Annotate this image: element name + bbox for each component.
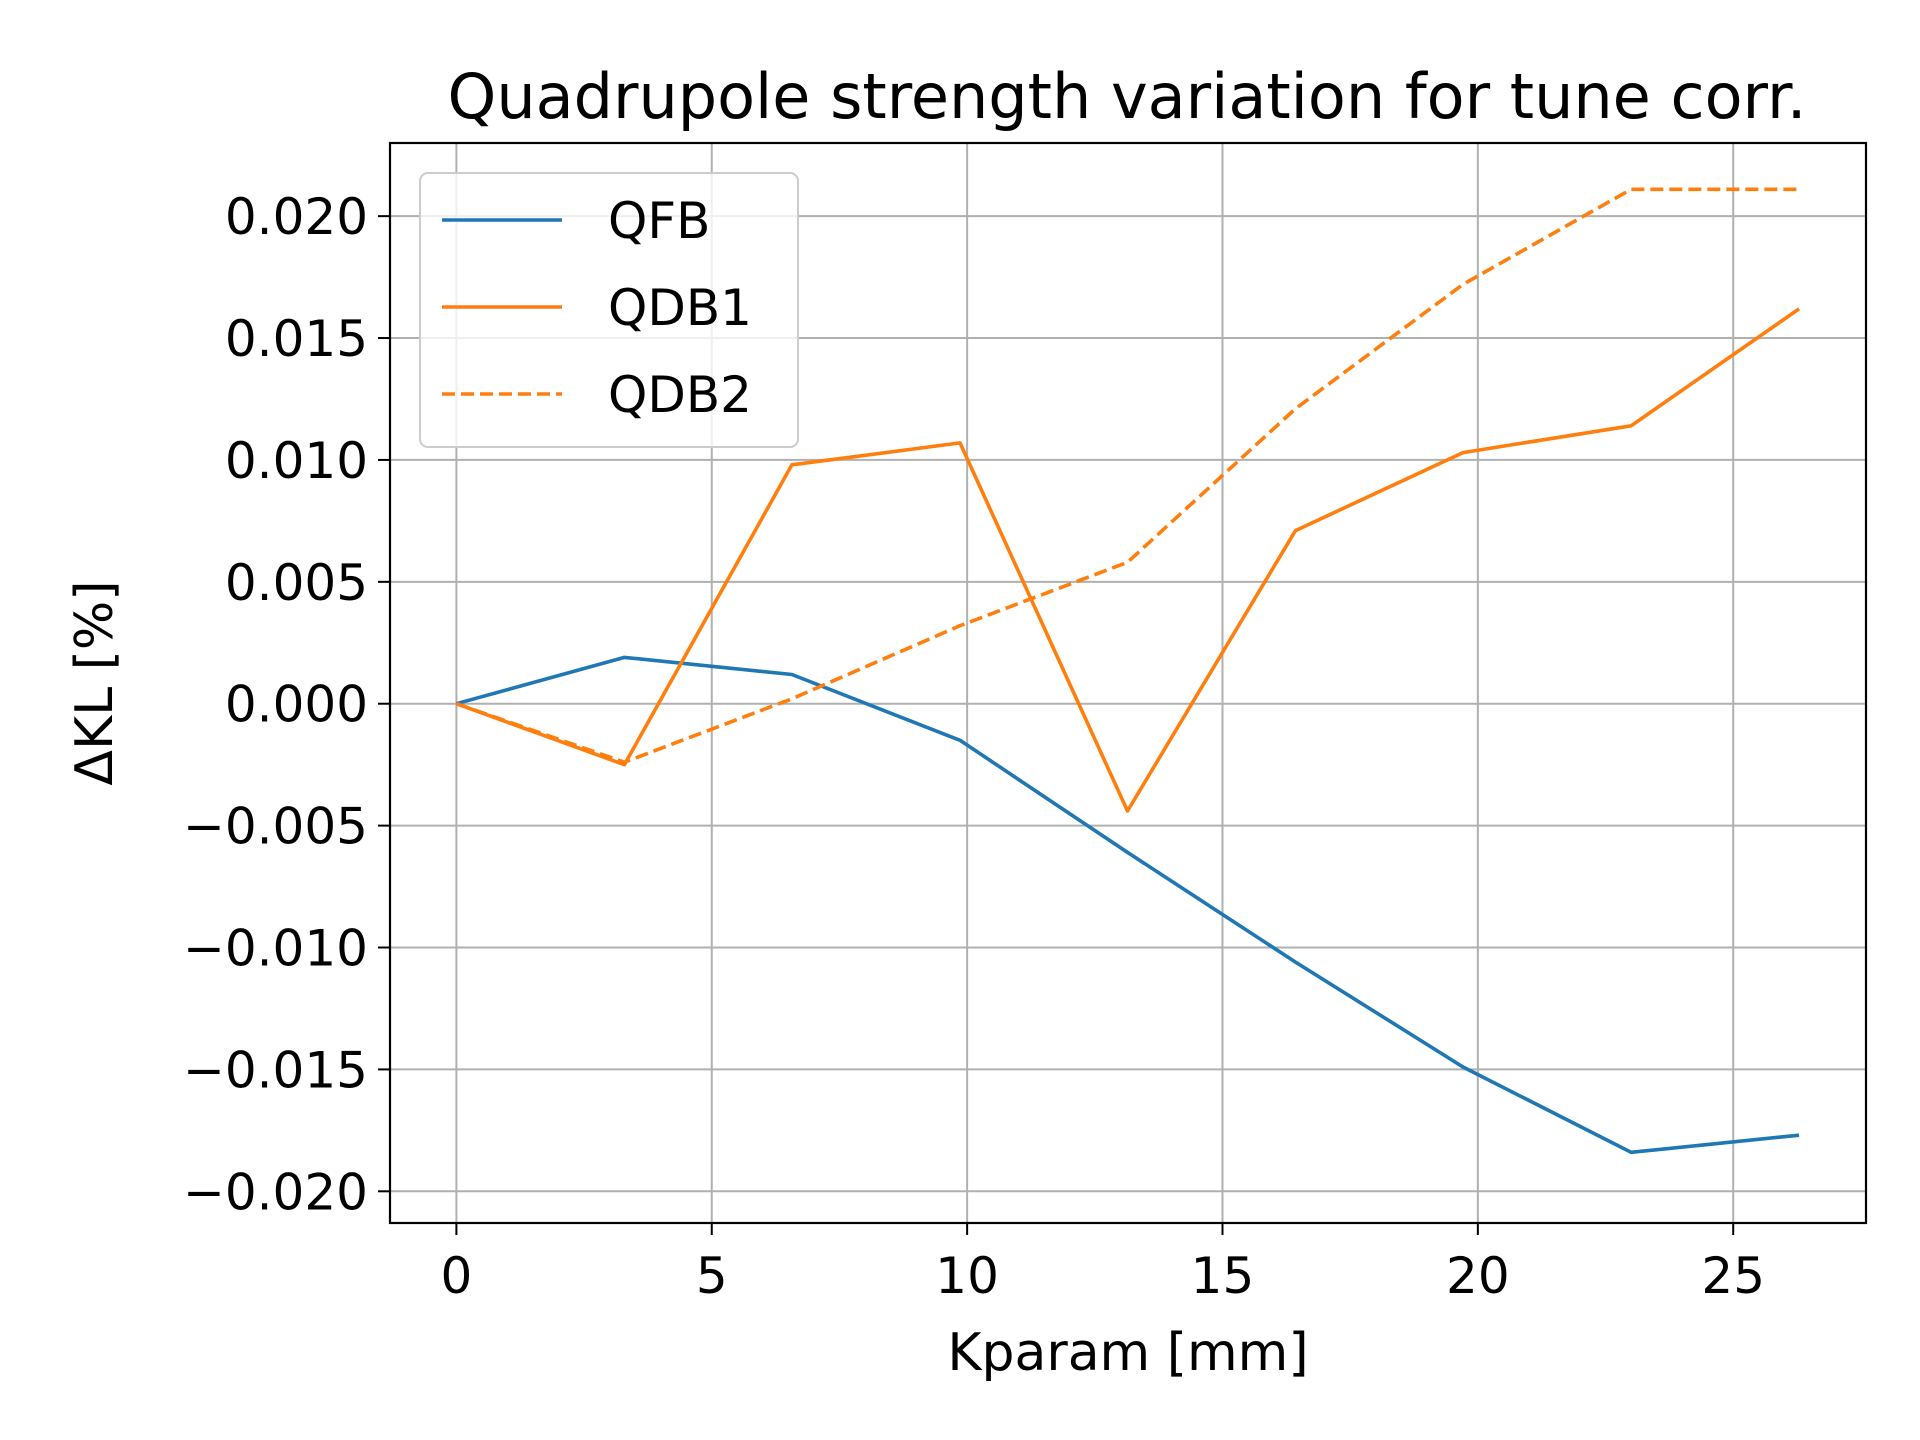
legend-label-qdb1: QDB1 [608,279,752,337]
y-tick-label: 0.000 [225,676,368,734]
x-tick-label: 15 [1191,1247,1255,1305]
y-tick-label: −0.015 [183,1041,368,1099]
series-lines [455,187,1801,1155]
y-tick-label: 0.010 [225,432,368,490]
x-tick-label: 25 [1701,1247,1765,1305]
y-axis-label: ΔKL [%] [65,580,125,785]
y-tick-label: −0.020 [183,1163,368,1221]
y-tick-label: −0.005 [183,798,368,856]
legend: QFB QDB1 QDB2 [419,172,799,448]
series-line-qdb1 [455,307,1801,813]
plot-area-frame [388,141,1868,1225]
axis-ticks: 0 5 10 15 20 25 −0.020 −0.015 −0.010 −0.005 0.000 0… [183,188,1765,1305]
x-tick-label: 20 [1446,1247,1510,1305]
y-tick-label: 0.020 [225,188,368,246]
y-tick-label: 0.005 [225,554,368,612]
x-tick-label: 0 [440,1247,472,1305]
grid [390,143,1866,1223]
legend-box [419,172,799,448]
legend-label-qdb2: QDB2 [608,366,752,424]
x-axis-label: Kparam [mm] [947,1323,1308,1383]
series-line-qdb2 [455,187,1800,765]
chart-title: Quadrupole strength variation for tune c… [448,60,1807,133]
y-tick-label: −0.010 [183,920,368,978]
x-tick-label: 5 [696,1247,728,1305]
x-tick-label: 10 [935,1247,999,1305]
legend-label-qfb: QFB [608,192,710,250]
y-tick-label: 0.015 [225,310,368,368]
